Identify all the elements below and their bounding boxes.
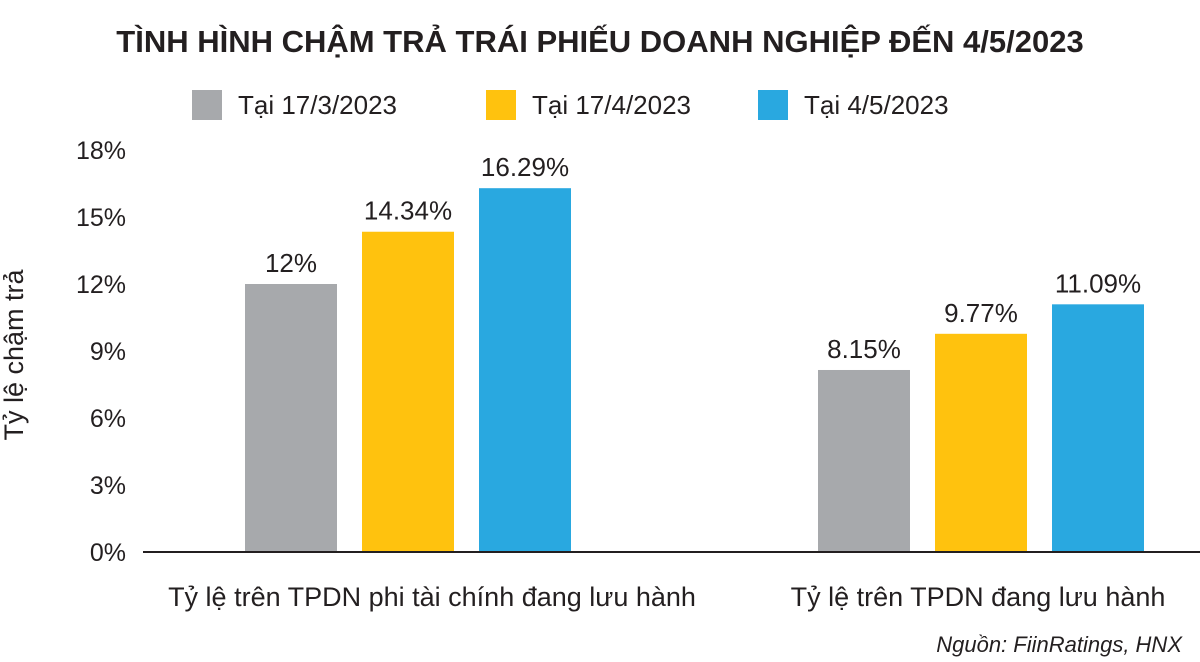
y-tick-label: 3% [90,472,126,500]
chart-title: TÌNH HÌNH CHẬM TRẢ TRÁI PHIẾU DOANH NGHI… [116,23,1083,59]
bar-2-2 [935,333,1027,552]
y-axis-ticks: 0% 3% 6% 9% 12% 15% 18% [76,137,126,567]
bar-1-2 [362,231,454,553]
y-tick-label: 15% [76,204,126,232]
category-label-2: Tỷ lệ trên TPDN đang lưu hành [791,582,1166,612]
y-tick-label: 6% [90,405,126,433]
source-note: Nguồn: FiinRatings, HNX [936,632,1183,657]
data-label: 8.15% [827,334,901,364]
data-label: 12% [265,248,317,278]
y-tick-label: 18% [76,137,126,165]
bar-1-3 [479,188,571,552]
bar-2-3 [1052,304,1144,552]
legend-label-2: Tại 17/4/2023 [532,90,691,120]
bar-1-1 [245,284,337,552]
data-labels: 12% 14.34% 16.29% 8.15% 9.77% 11.09% [265,152,1141,364]
y-tick-label: 0% [90,539,126,567]
legend-swatch-2 [486,90,516,120]
y-tick-label: 12% [76,271,126,299]
y-axis-label: Tỷ lệ chậm trả [0,268,29,440]
data-label: 16.29% [481,152,569,182]
legend-swatch-3 [758,90,788,120]
bar-2-1 [818,369,910,552]
legend-swatch-1 [192,90,222,120]
data-label: 14.34% [364,196,452,226]
category-labels: Tỷ lệ trên TPDN phi tài chính đang lưu h… [168,582,1165,612]
legend: Tại 17/3/2023 Tại 17/4/2023 Tại 4/5/2023 [192,90,949,120]
legend-label-3: Tại 4/5/2023 [804,90,949,120]
data-label: 9.77% [944,298,1018,328]
y-tick-label: 9% [90,338,126,366]
bars [245,188,1144,553]
legend-label-1: Tại 17/3/2023 [238,90,397,120]
data-label: 11.09% [1055,268,1141,298]
category-label-1: Tỷ lệ trên TPDN phi tài chính đang lưu h… [168,582,696,612]
